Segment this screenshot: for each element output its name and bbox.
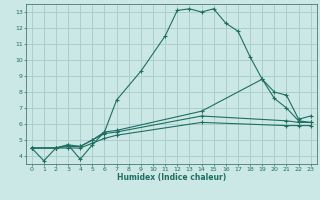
X-axis label: Humidex (Indice chaleur): Humidex (Indice chaleur): [116, 173, 226, 182]
